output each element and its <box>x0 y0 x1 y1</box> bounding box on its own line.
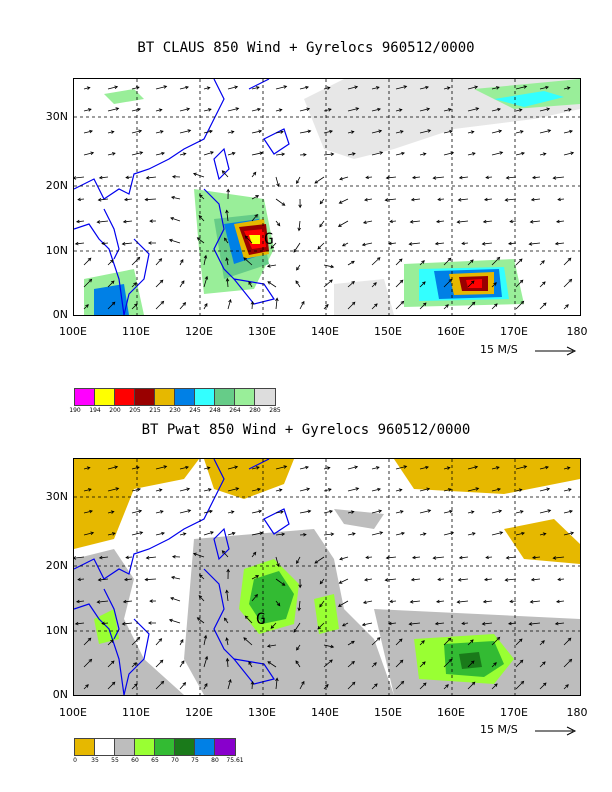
wind-vectors <box>74 85 575 310</box>
x-tick-170e: 170E <box>500 325 528 338</box>
colorbar-swatch <box>95 389 115 405</box>
colorbar-swatch <box>255 389 275 405</box>
colorbar-pwat <box>74 738 236 756</box>
colorbar-label: 60 <box>131 757 139 764</box>
colorbar-swatch <box>155 389 175 405</box>
colorbar-swatch <box>195 389 215 405</box>
colorbar-label: 285 <box>269 407 281 414</box>
colorbar-swatch <box>215 739 235 755</box>
map-claus: G <box>73 78 581 316</box>
x-tick-130e: 130E <box>248 325 276 338</box>
colorbar-label: 35 <box>91 757 99 764</box>
colorbar-label: 230 <box>169 407 181 414</box>
x-tick-130e: 130E <box>248 706 276 719</box>
panel-title-claus: BT CLAUS 850 Wind + Gyrelocs 960512/0000 <box>137 40 475 56</box>
wind-vectors <box>74 465 575 690</box>
x-tick-120e: 120E <box>185 325 213 338</box>
y-tick-30n: 30N <box>45 110 68 123</box>
map-claus-canvas: G <box>74 79 580 315</box>
colorbar-swatch <box>135 739 155 755</box>
colorbar-swatch <box>195 739 215 755</box>
colorbar-swatch <box>75 389 95 405</box>
wind-scale-label: 15 M/S <box>480 723 518 736</box>
y-tick-20n: 20N <box>45 559 68 572</box>
colorbar-label: 194 <box>89 407 101 414</box>
colorbar-label: 75 <box>191 757 199 764</box>
panel-title-pwat: BT Pwat 850 Wind + Gyrelocs 960512/0000 <box>141 422 471 438</box>
lat-lon-grid <box>74 459 580 695</box>
y-tick-0n: 0N <box>52 688 68 701</box>
colorbar-label: 80 <box>211 757 219 764</box>
colorbar-label: 280 <box>249 407 261 414</box>
x-tick-110e: 110E <box>122 325 150 338</box>
colorbar-label: 0 <box>73 757 77 764</box>
x-tick-140e: 140E <box>311 325 339 338</box>
lat-lon-grid <box>74 79 580 315</box>
map-pwat-canvas: G <box>74 459 580 695</box>
x-tick-110e: 110E <box>122 706 150 719</box>
colorbar-label: 245 <box>189 407 201 414</box>
x-tick-170e: 170E <box>500 706 528 719</box>
colorbar-swatch <box>155 739 175 755</box>
wind-scale-arrow <box>535 346 577 356</box>
y-tick-30n: 30N <box>45 490 68 503</box>
colorbar-label: 75.61 <box>226 757 244 764</box>
x-tick-180: 180 <box>566 706 588 719</box>
wind-scale-arrow <box>535 726 577 736</box>
wind-scale-label: 15 M/S <box>480 343 518 356</box>
x-tick-140e: 140E <box>311 706 339 719</box>
colorbar-label: 70 <box>171 757 179 764</box>
colorbar-swatch <box>135 389 155 405</box>
colorbar-swatch <box>75 739 95 755</box>
y-tick-0n: 0N <box>52 308 68 321</box>
colorbar-swatch <box>175 389 195 405</box>
y-tick-10n: 10N <box>45 244 68 257</box>
x-tick-100e: 100E <box>59 706 87 719</box>
x-tick-160e: 160E <box>437 325 465 338</box>
colorbar-swatch <box>175 739 195 755</box>
y-tick-10n: 10N <box>45 624 68 637</box>
colorbar-label: 200 <box>109 407 121 414</box>
gyre-location-marker: G <box>256 609 266 628</box>
colorbar-swatch <box>215 389 235 405</box>
x-tick-160e: 160E <box>437 706 465 719</box>
x-tick-150e: 150E <box>374 706 402 719</box>
gyre-location-marker: G <box>264 229 274 248</box>
cloud-shading <box>84 79 580 315</box>
colorbar-swatch <box>115 389 135 405</box>
x-tick-180: 180 <box>566 325 588 338</box>
colorbar-claus <box>74 388 276 406</box>
colorbar-label: 65 <box>151 757 159 764</box>
x-tick-120e: 120E <box>185 706 213 719</box>
colorbar-label: 215 <box>149 407 161 414</box>
colorbar-swatch <box>115 739 135 755</box>
colorbar-swatch <box>95 739 115 755</box>
colorbar-label: 248 <box>209 407 221 414</box>
colorbar-label: 205 <box>129 407 141 414</box>
coastlines <box>74 79 290 315</box>
colorbar-label: 264 <box>229 407 241 414</box>
map-pwat: G <box>73 458 581 696</box>
x-tick-100e: 100E <box>59 325 87 338</box>
colorbar-label: 190 <box>69 407 81 414</box>
pwat-shading <box>74 459 580 695</box>
y-tick-20n: 20N <box>45 179 68 192</box>
colorbar-swatch <box>235 389 255 405</box>
colorbar-label: 55 <box>111 757 119 764</box>
x-tick-150e: 150E <box>374 325 402 338</box>
coastlines <box>74 459 290 695</box>
